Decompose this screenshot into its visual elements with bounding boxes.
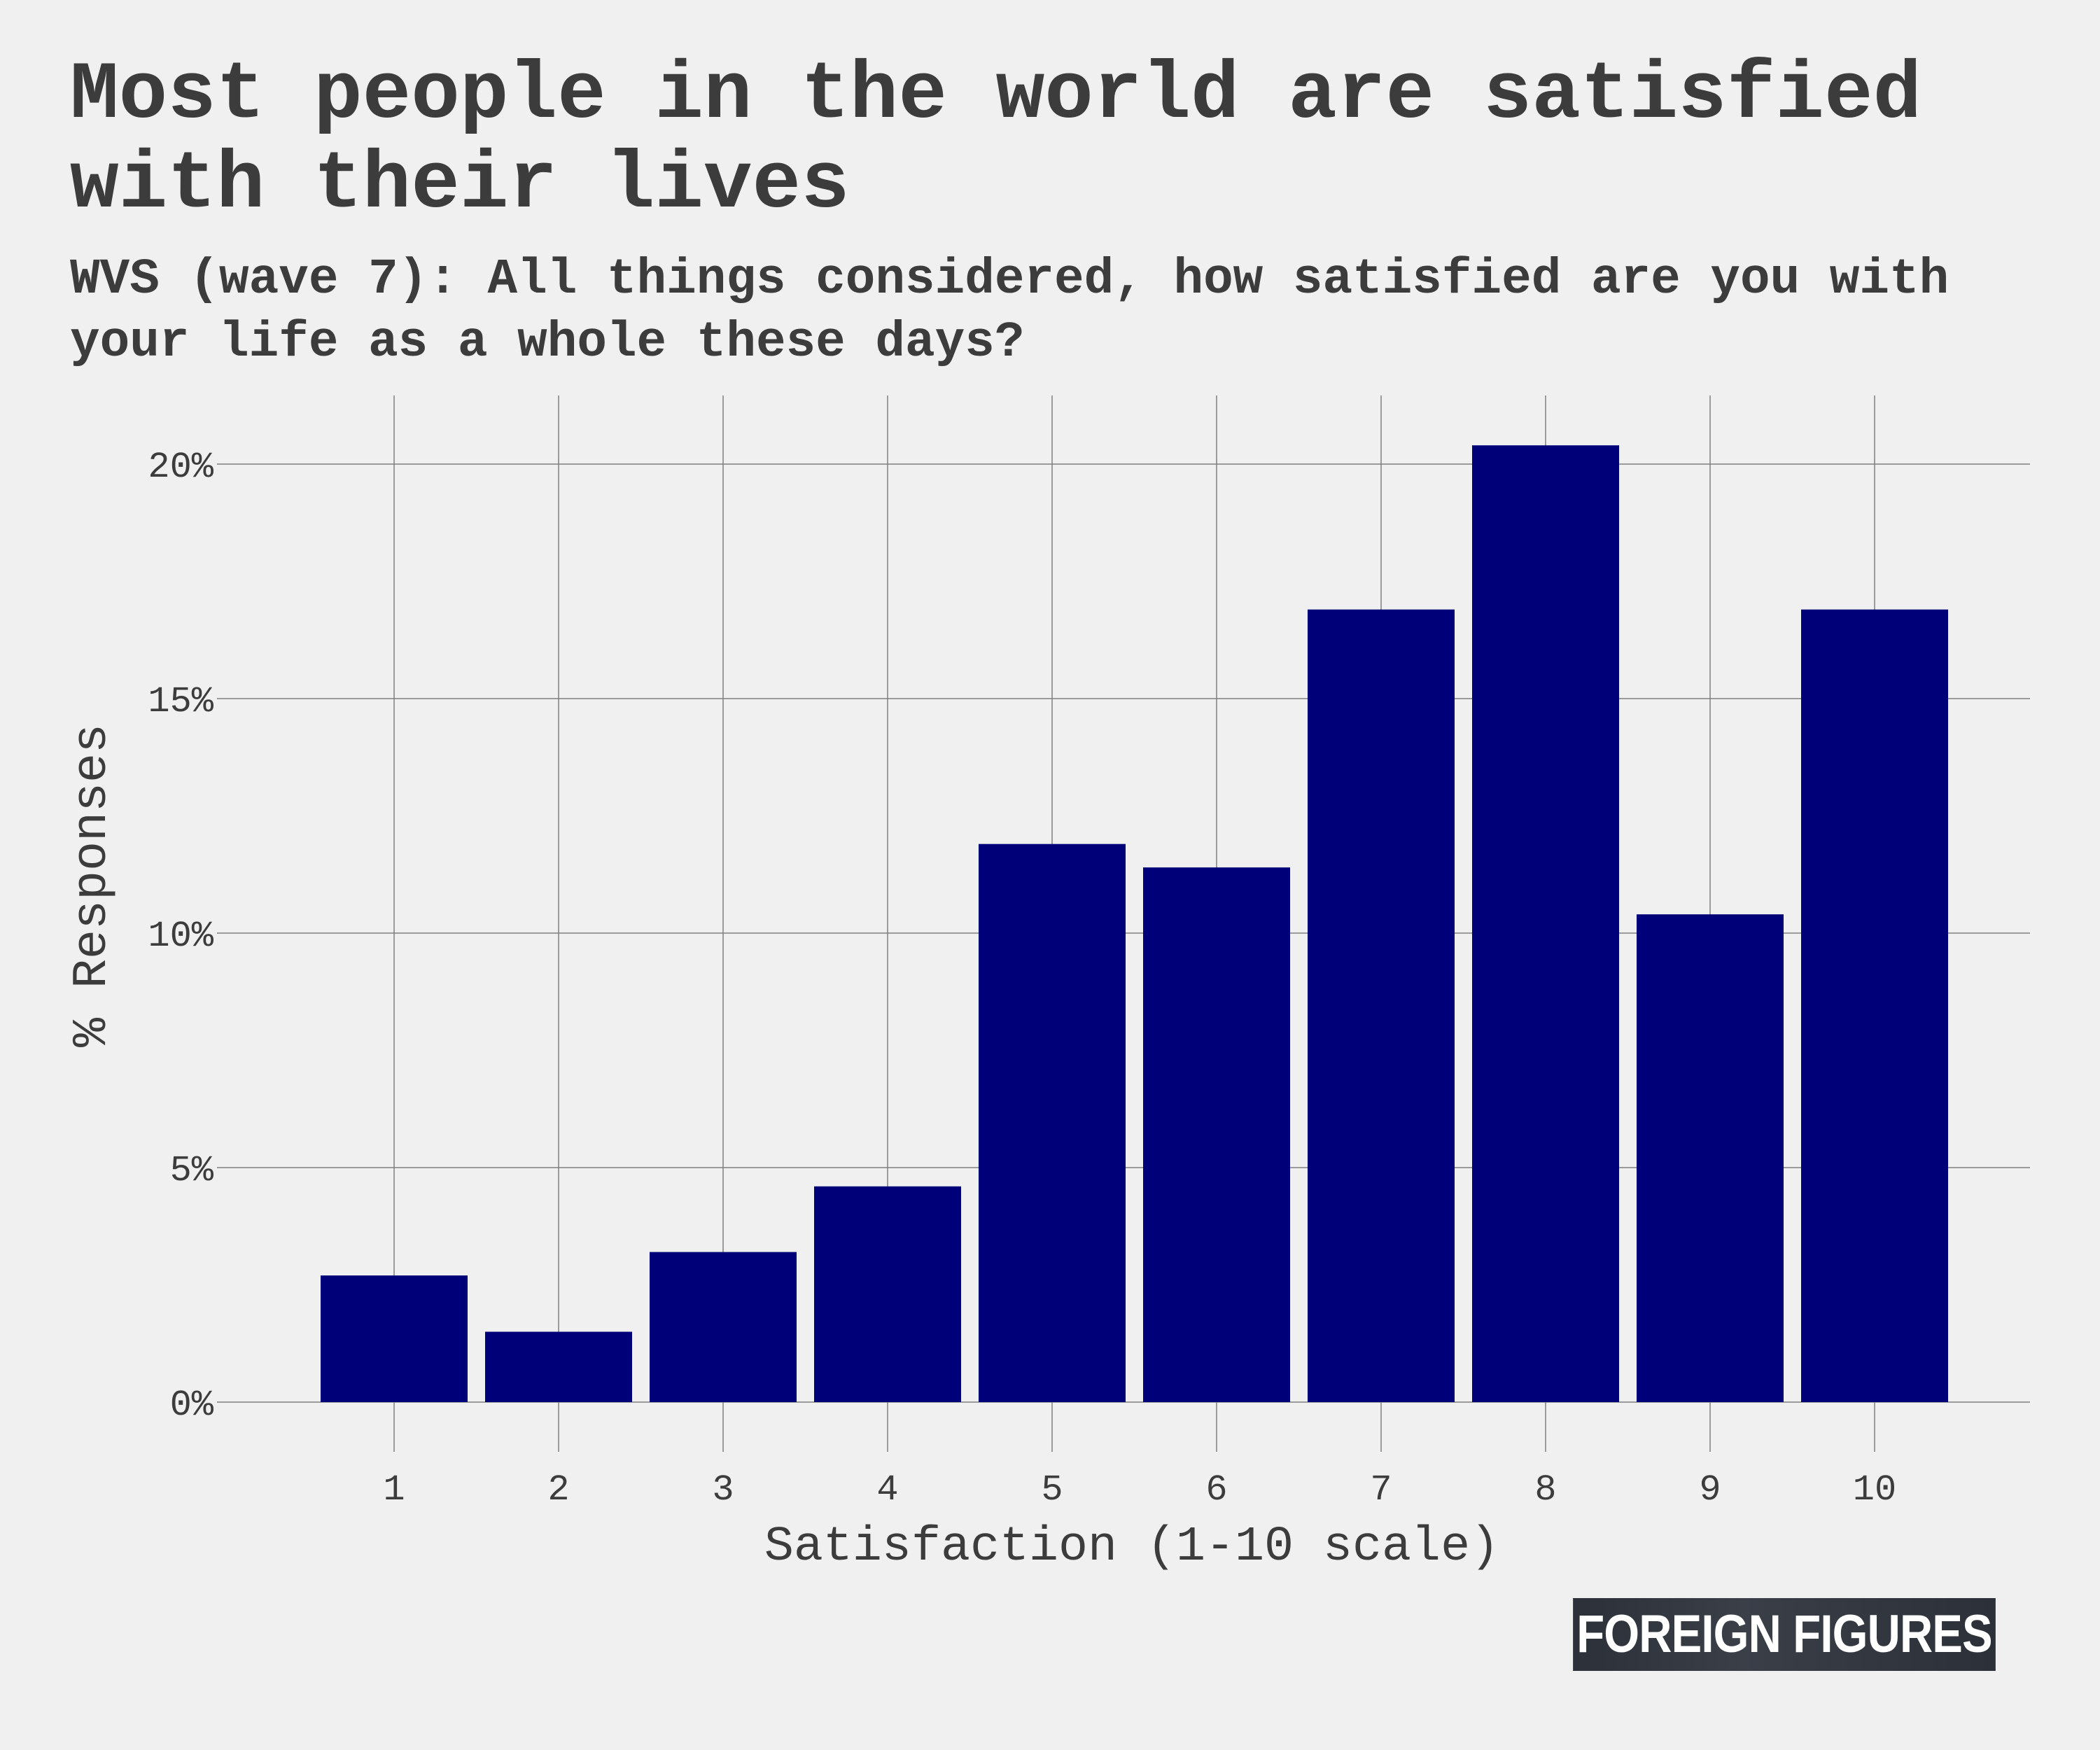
chart-subtitle: WVS (wave 7): All things considered, how… [70, 252, 1949, 371]
x-tick-label: 4 [876, 1469, 898, 1511]
chart-title: Most people in the world are satisfied w… [70, 49, 1922, 231]
bar-2 [485, 1331, 632, 1402]
x-axis-ticks: 1 2 3 4 5 6 7 8 9 10 [383, 1469, 1896, 1511]
y-axis-ticks: 0% 5% 10% 15% 20% [148, 447, 214, 1426]
x-axis-title: Satisfaction (1-10 scale) [764, 1520, 1499, 1575]
y-tick-label: 15% [148, 681, 214, 722]
bars [321, 445, 1948, 1403]
bar-10 [1801, 609, 1948, 1403]
y-axis-title: % Responses [65, 724, 120, 1047]
x-tick-label: 7 [1370, 1469, 1392, 1511]
x-tick-label: 3 [712, 1469, 734, 1511]
y-tick-label: 0% [170, 1385, 214, 1426]
brand-logo: FOREIGN FIGURES [1573, 1598, 1996, 1671]
bar-7 [1308, 609, 1455, 1403]
bar-9 [1637, 914, 1784, 1402]
bar-8 [1472, 445, 1619, 1403]
bar-5 [979, 844, 1126, 1402]
bar-1 [321, 1275, 468, 1402]
y-tick-label: 10% [148, 916, 214, 957]
x-tick-label: 6 [1205, 1469, 1227, 1511]
y-tick-label: 5% [170, 1150, 214, 1191]
x-tick-label: 1 [383, 1469, 405, 1511]
x-tick-label: 5 [1041, 1469, 1063, 1511]
bar-6 [1143, 867, 1290, 1402]
y-tick-label: 20% [148, 447, 214, 488]
x-tick-label: 2 [547, 1469, 569, 1511]
x-tick-label: 10 [1853, 1469, 1896, 1511]
bar-4 [814, 1186, 961, 1402]
x-tick-label: 9 [1699, 1469, 1721, 1511]
x-tick-label: 8 [1534, 1469, 1556, 1511]
bar-3 [650, 1252, 797, 1402]
